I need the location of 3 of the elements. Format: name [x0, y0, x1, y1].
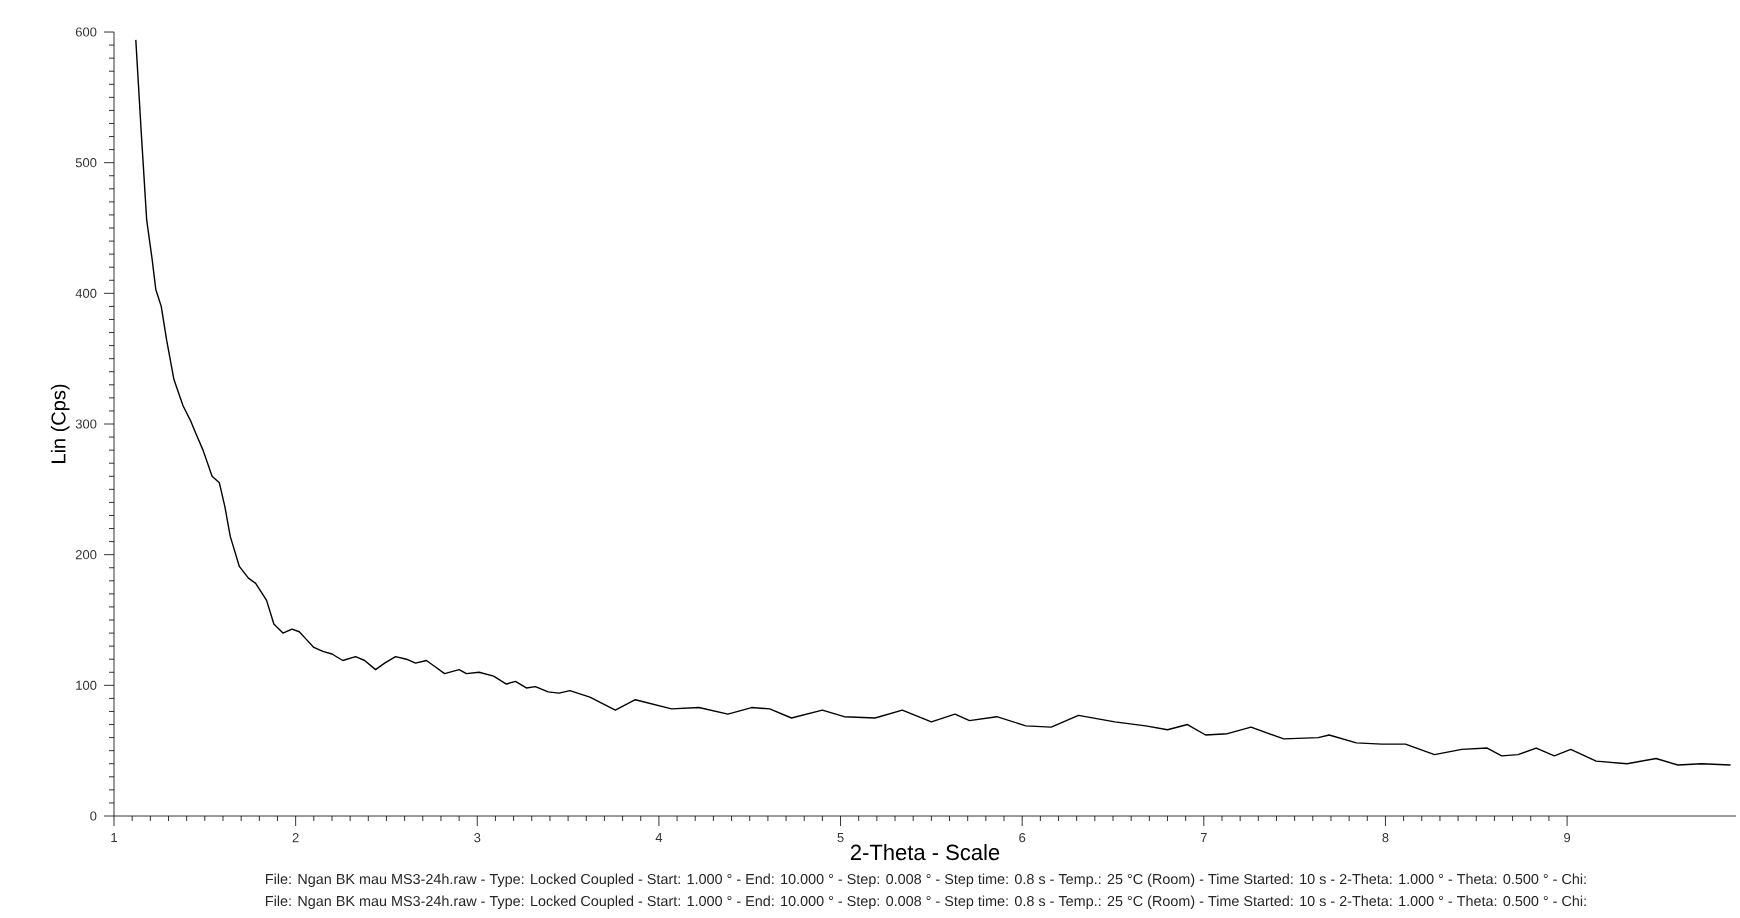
y-axis-title: Lin (Cps) — [50, 384, 70, 463]
line-series — [135, 39, 1732, 766]
x-axis-title: 2-Theta - Scale — [850, 844, 1000, 861]
